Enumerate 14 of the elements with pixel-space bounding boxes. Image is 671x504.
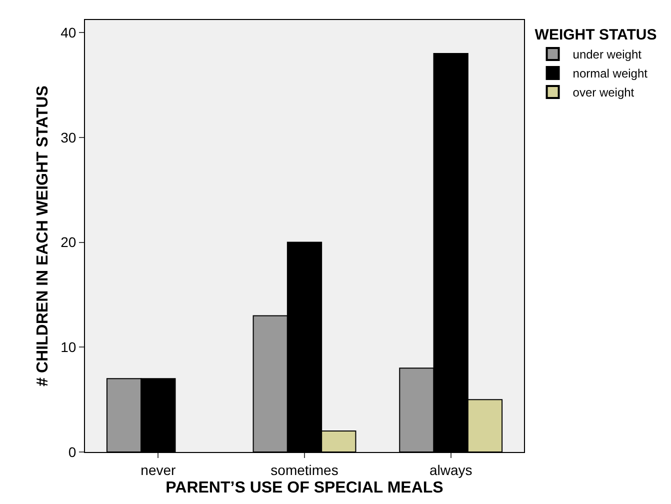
x-tick-label: sometimes (270, 462, 338, 478)
legend-label: normal weight (572, 66, 648, 81)
y-tick-label: 20 (60, 234, 76, 250)
legend-label: under weight (572, 48, 642, 62)
y-tick-label: 0 (68, 444, 76, 460)
y-axis-title: # CHILDREN IN EACH WEIGHT STATUS (34, 85, 52, 386)
y-tick-label: 40 (60, 24, 76, 40)
y-tick-label: 30 (60, 129, 76, 146)
y-tick-label: 10 (60, 339, 76, 356)
x-tick-label: never (140, 462, 176, 478)
x-tick-label: always (429, 462, 472, 478)
legend-title: WEIGHT STATUS (534, 26, 657, 44)
x-axis-title: PARENT’S USE OF SPECIAL MEALS (166, 480, 444, 496)
legend-label: over weight (572, 86, 635, 100)
